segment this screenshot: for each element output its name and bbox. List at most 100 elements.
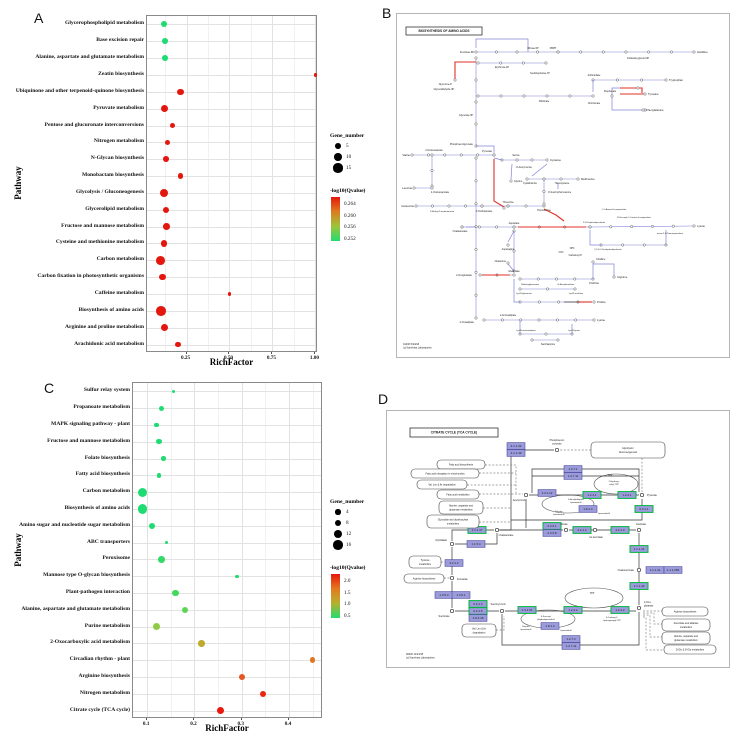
metabolite-node	[546, 287, 549, 291]
enzyme-ec-number: 2.3.1.61	[522, 608, 533, 612]
legend-color-tick: 0.256	[344, 224, 356, 231]
metabolite-label: S-Succinyl-	[541, 616, 552, 618]
x-tick-mark	[314, 352, 316, 354]
x-tick-mark	[193, 718, 195, 720]
pathway-label: Glycerolipid metabolism	[85, 205, 144, 212]
linked-pathway-label: metabolism	[447, 522, 459, 525]
pathway-edge	[611, 96, 643, 111]
metabolite-node	[545, 158, 549, 162]
metabolite-node	[610, 94, 614, 98]
metabolite-label: Methionine	[581, 177, 595, 181]
row-gridline	[147, 243, 316, 245]
pathway-label: Monobactam biosynthesis	[81, 172, 144, 179]
major-gridline	[288, 383, 290, 717]
row-gridline	[147, 344, 316, 346]
metabolite-node	[474, 78, 478, 82]
linked-pathway-box	[661, 606, 709, 617]
data-dot	[152, 622, 161, 631]
panel-C-plot-area	[132, 382, 322, 718]
x-tick-label: 0.75	[266, 355, 276, 361]
map-footer: (c) Kanehisa Laboratories	[403, 347, 432, 350]
metabolite-node	[480, 204, 484, 208]
row-gridline	[133, 391, 321, 393]
enzyme-box	[629, 582, 649, 590]
enzyme-box	[629, 545, 649, 553]
pathway-edge	[589, 230, 601, 246]
metabolite-label: PRPP	[550, 47, 557, 50]
enzyme-box	[617, 491, 637, 499]
x-tick-label: 0.25	[180, 355, 191, 361]
panel-A-plot-area	[146, 15, 317, 352]
row-gridline	[133, 693, 321, 695]
enzyme-box	[540, 622, 560, 630]
metabolite-node	[556, 338, 560, 342]
map-title: BIOSYNTHESIS OF AMINO ACIDS	[418, 29, 469, 33]
metabolite-label: CO2	[559, 252, 564, 254]
legend-size-dot	[334, 519, 342, 527]
metabolite-node	[536, 50, 539, 54]
metabolite-label: Pyruvate	[647, 494, 657, 497]
metabolite-node	[641, 108, 645, 112]
major-gridline	[147, 383, 149, 717]
linked-pathway-label: Fatty acid biosynthesis	[449, 464, 474, 467]
metabolite-node	[474, 270, 478, 274]
metabolite-label: lipoamide-E	[521, 629, 533, 631]
metabolite-label: Glycerone-P	[439, 83, 453, 86]
metabolite-node	[474, 56, 478, 60]
metabolite-node	[476, 153, 480, 157]
data-dot	[163, 223, 171, 230]
metabolite-node	[464, 204, 467, 208]
data-dot	[216, 706, 225, 715]
legend-size-dot	[333, 163, 343, 173]
x-tick-label: 0.3	[237, 721, 244, 727]
metabolite-node	[474, 202, 478, 206]
metabolite-label: Arginine	[617, 275, 628, 279]
enzyme-ec-number: 2.8.3.18	[473, 616, 484, 620]
metabolite-node	[643, 92, 647, 96]
metabolite-node	[542, 202, 546, 206]
metabolite-label: 2-Oxoisovalerate	[425, 149, 443, 152]
enzyme-box	[563, 606, 583, 614]
metabolite-node	[474, 247, 478, 251]
major-gridline	[315, 16, 317, 351]
linked-pathway-box	[410, 468, 480, 479]
pathway-edge	[643, 616, 664, 651]
metabolite-label: Serine	[512, 154, 520, 157]
metabolite-label: Phosphoenol-	[550, 439, 565, 442]
x-tick-mark	[240, 718, 242, 720]
enzyme-ec-number: 6.2.1.5	[473, 609, 483, 613]
metabolite-label: Phosphoenolpyruvate	[450, 143, 474, 146]
metabolite-node	[650, 224, 654, 228]
enzyme-ec-number: 1.2.7.1	[568, 467, 578, 471]
panel-A-legend: Gene_number 5 10 15 -log10(Qvalue) 0.264 0.260…	[330, 133, 390, 263]
metabolite-node	[537, 300, 541, 304]
legend-size-dot	[333, 529, 343, 539]
metabolite-node	[460, 225, 464, 229]
enzyme-box	[561, 642, 581, 650]
metabolite-label: Acetyl-CoA	[513, 499, 526, 502]
enzyme-box	[563, 472, 583, 480]
data-dot	[137, 504, 147, 514]
panel-b-letter: B	[382, 5, 392, 21]
metabolite-label: 2-Oxobutanoate	[476, 210, 493, 213]
metabolite-node	[536, 277, 540, 281]
enzyme-ec-number: 1.3.5.4	[439, 593, 449, 597]
data-dot	[154, 422, 159, 428]
enzyme-ec-number: 1.2.7.11	[568, 474, 579, 478]
pathway-label: Ubiquinone and other terpenoid-quinone b…	[15, 87, 144, 94]
metabolite-label: Anthranilate	[588, 74, 601, 77]
data-dot	[158, 405, 164, 411]
metabolite-label: S-Acetyldihydro-	[568, 498, 584, 501]
minor-gridline	[208, 16, 209, 351]
pathway-label: Propanoate metabolism	[73, 404, 130, 411]
metabolite-node	[601, 50, 605, 54]
enzyme-box	[468, 614, 488, 622]
row-gridline	[147, 209, 316, 211]
metabolite-node	[521, 61, 525, 65]
map-content: Fructose-6P Ribose-5P PRPP Histidine Erythro…	[401, 26, 708, 350]
linked-pathway-box	[403, 573, 445, 584]
data-dot	[159, 273, 166, 281]
metabolite-label: LysW-glutamate	[516, 292, 532, 295]
metabolite-node	[591, 260, 595, 264]
map-title-box	[409, 427, 499, 438]
